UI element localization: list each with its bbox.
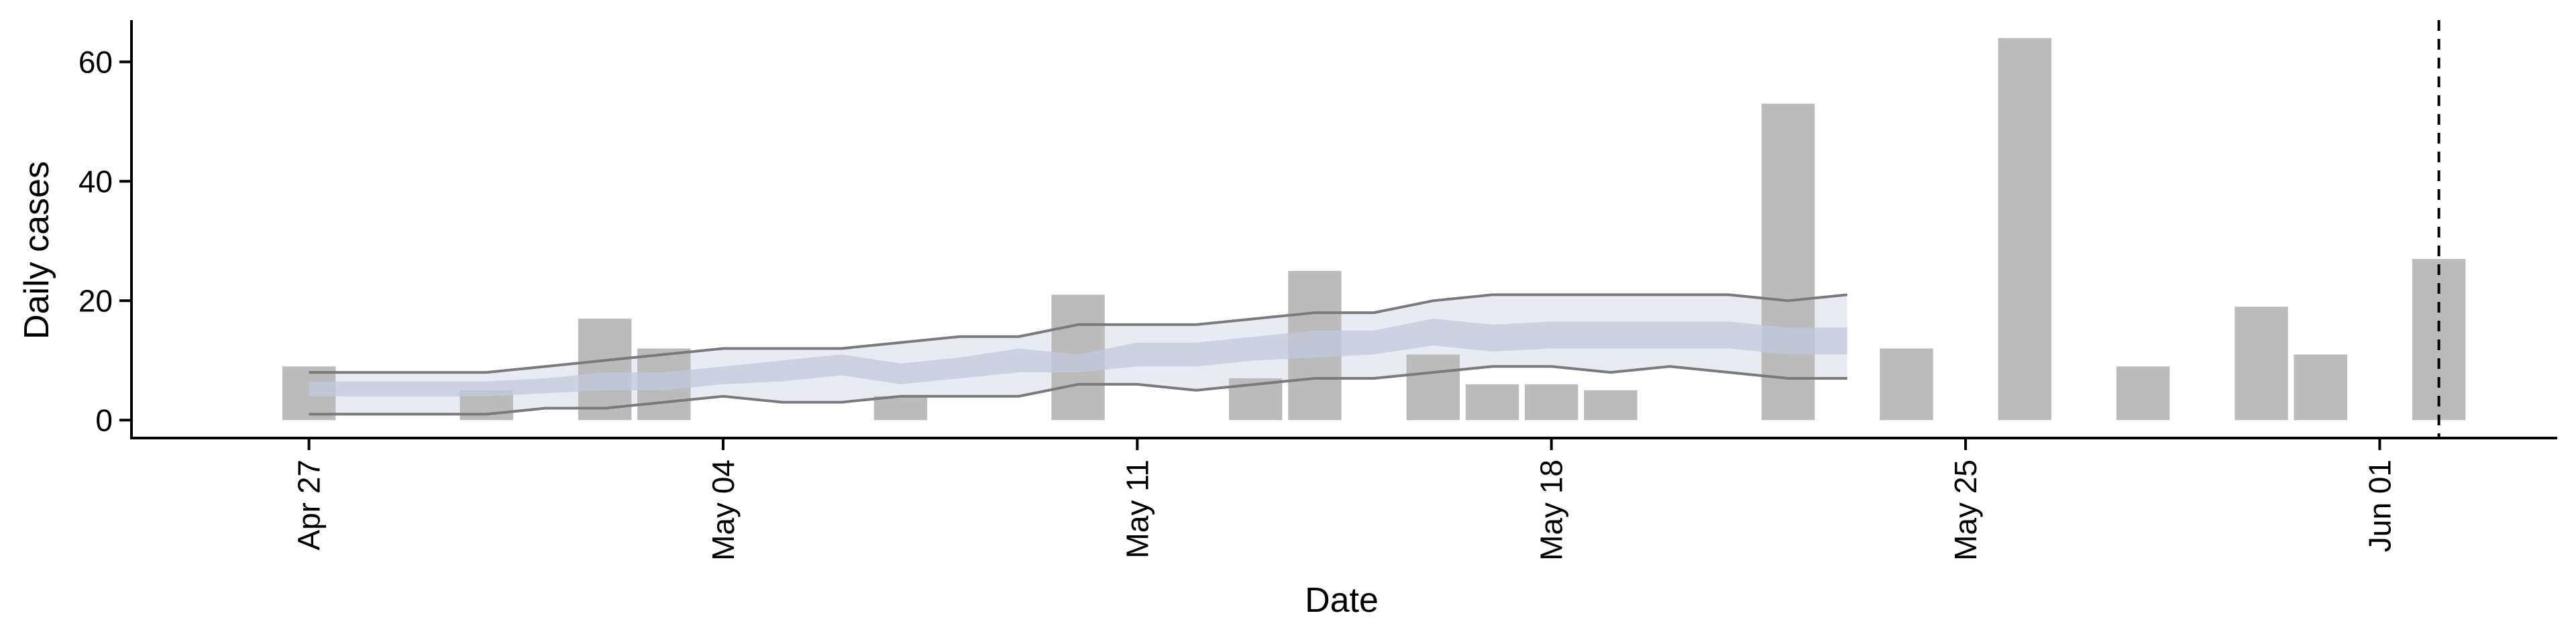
- bar: [1525, 384, 1578, 421]
- axes: 0 20 40 60 Apr 27 May 04 May 11 May 18 May 25 Jun…: [78, 20, 2557, 561]
- y-tick-label: 60: [78, 44, 113, 79]
- bar: [578, 319, 632, 421]
- bar: [2116, 366, 2170, 421]
- x-tick-label: May 25: [1948, 460, 1983, 561]
- lower-bound-line: [309, 365, 1847, 416]
- x-tick-label: May 04: [706, 460, 741, 561]
- x-axis-label: Date: [1305, 581, 1379, 620]
- bar: [1465, 384, 1519, 421]
- y-tick-label: 20: [78, 283, 113, 318]
- x-tick-label: Jun 01: [2362, 460, 2397, 552]
- bar: [2235, 307, 2288, 421]
- inner-band: [309, 319, 1847, 396]
- bar: [1998, 38, 2051, 421]
- y-tick-label: 40: [78, 164, 113, 199]
- bar: [873, 396, 928, 421]
- x-tick-label: Apr 27: [292, 460, 327, 551]
- y-axis-label: Daily cases: [17, 161, 56, 339]
- bar: [1406, 354, 1460, 421]
- bar: [1880, 348, 1933, 421]
- x-tick-label: May 18: [1534, 460, 1569, 561]
- bar: [1761, 103, 1815, 421]
- x-tick-label: May 11: [1120, 460, 1155, 558]
- y-tick-label: 0: [95, 402, 113, 437]
- bar: [1584, 390, 1638, 421]
- upper-bound-line: [309, 293, 1847, 374]
- plot-area: [282, 20, 2466, 438]
- bar: [2294, 354, 2347, 421]
